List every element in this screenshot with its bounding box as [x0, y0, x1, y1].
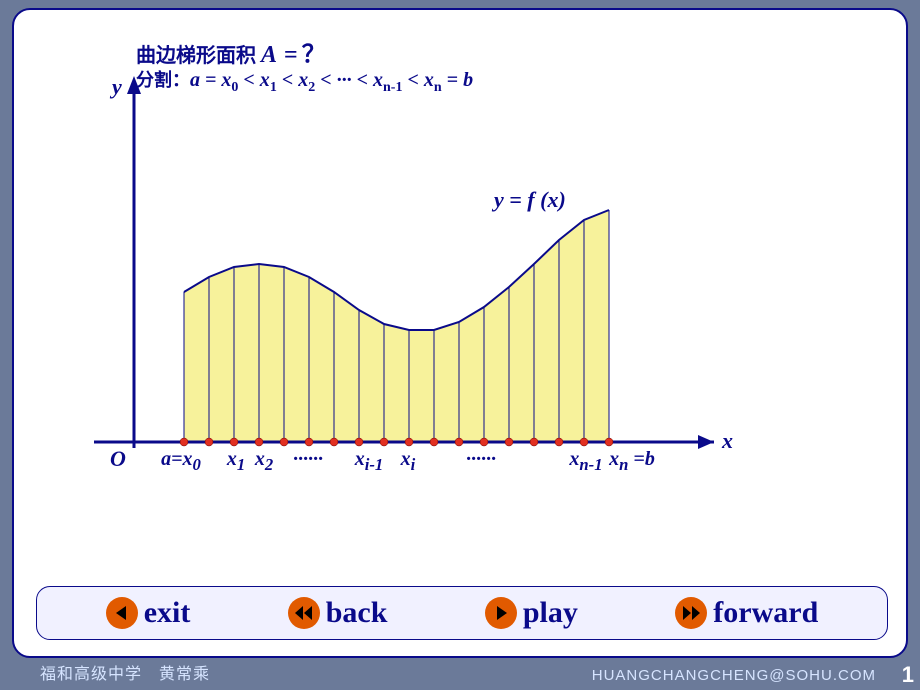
nav-bar: exit back play forward: [36, 586, 888, 640]
partition-point: [580, 438, 588, 446]
forward-button[interactable]: forward: [675, 596, 818, 630]
chart-svg: yxOy = f (x)a=x0x1x2······xi-1xi······xn…: [74, 72, 774, 502]
partition-point: [355, 438, 363, 446]
play-button[interactable]: play: [485, 596, 578, 630]
partition-point: [555, 438, 563, 446]
slide-frame: 曲边梯形面积 A =？ 分割：a = x0 < x1 < x2 < ··· < …: [12, 8, 908, 658]
title-eq: =: [284, 42, 298, 68]
partition-point: [330, 438, 338, 446]
partition-point: [205, 438, 213, 446]
function-label: y = f (x): [491, 187, 566, 212]
back-icon: [288, 597, 320, 629]
partition-point: [180, 438, 188, 446]
y-axis-label: y: [109, 74, 122, 99]
partition-point: [455, 438, 463, 446]
back-button[interactable]: back: [288, 596, 388, 630]
partition-point: [430, 438, 438, 446]
page-number: 1: [902, 662, 914, 688]
partition-point: [605, 438, 613, 446]
partition-point: [380, 438, 388, 446]
partition-point: [280, 438, 288, 446]
partition-point: [505, 438, 513, 446]
chart: yxOy = f (x)a=x0x1x2······xi-1xi······xn…: [74, 72, 774, 502]
partition-point: [530, 438, 538, 446]
exit-label: exit: [144, 596, 191, 630]
exit-button[interactable]: exit: [106, 596, 191, 630]
title-rhs: ？: [302, 42, 326, 68]
origin-label: O: [110, 446, 126, 471]
partition-point: [405, 438, 413, 446]
forward-icon: [675, 597, 707, 629]
play-label: play: [523, 596, 578, 630]
y-axis-arrow: [127, 76, 141, 94]
exit-icon: [106, 597, 138, 629]
partition-point: [305, 438, 313, 446]
partition-point: [480, 438, 488, 446]
partition-point: [230, 438, 238, 446]
title-cn: 曲边梯形面积: [136, 45, 256, 67]
x-tick-label: xn =b: [592, 448, 672, 478]
back-label: back: [326, 596, 388, 630]
play-icon: [485, 597, 517, 629]
title: 曲边梯形面积 A =？: [136, 34, 328, 69]
footer-right: HUANGCHANGCHENG@SOHU.COM: [592, 667, 876, 684]
x-tick-label: ······: [441, 448, 521, 478]
forward-label: forward: [713, 596, 818, 630]
x-tick-label: xi: [368, 448, 448, 478]
x-axis-arrow: [698, 435, 714, 449]
x-axis-label: x: [721, 428, 733, 453]
title-var: A: [261, 42, 277, 68]
footer-left: 福和高级中学 黄常乘: [40, 660, 210, 684]
partition-point: [255, 438, 263, 446]
